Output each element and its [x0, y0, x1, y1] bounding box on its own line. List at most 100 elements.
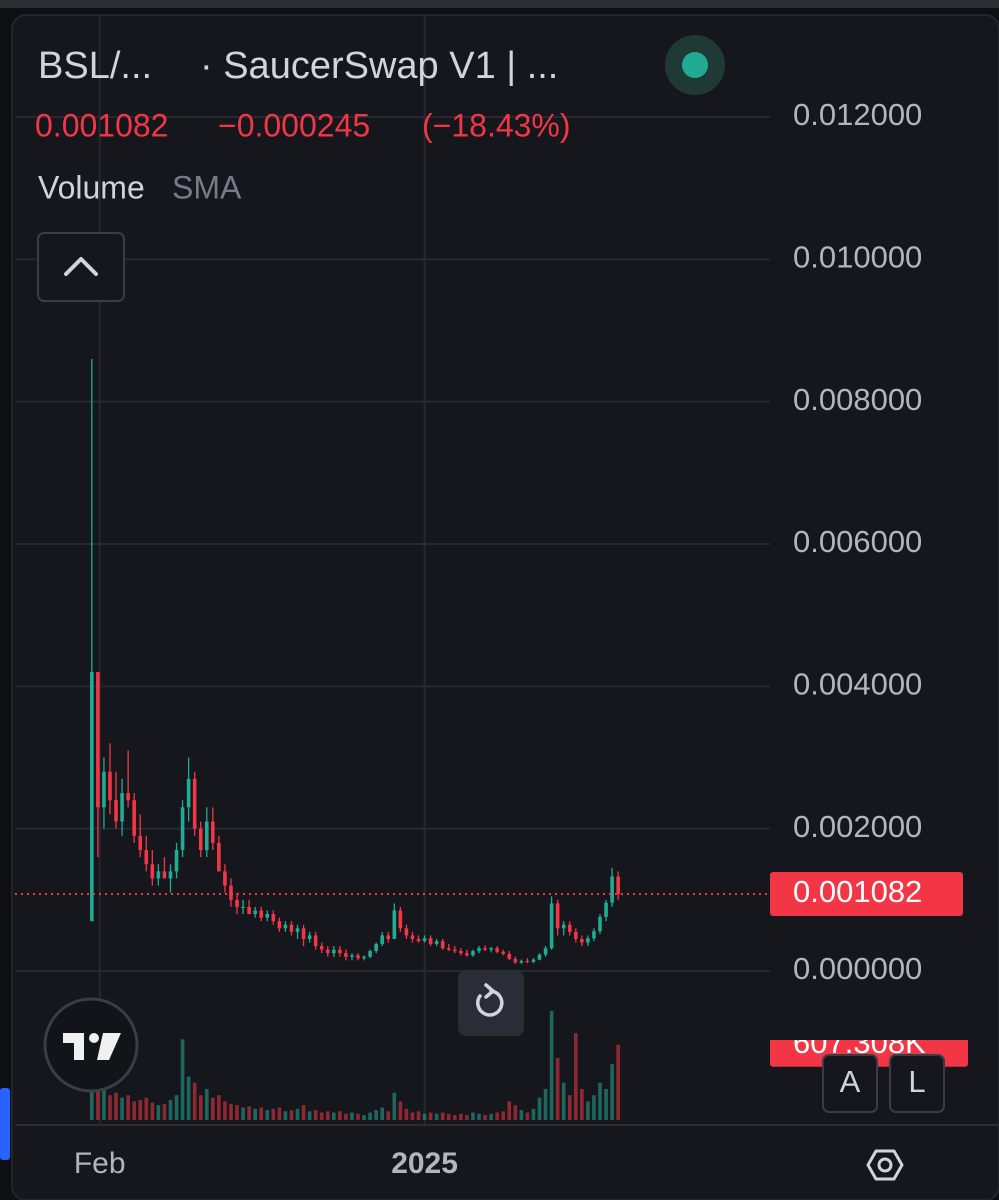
candle-body — [386, 935, 391, 939]
side-tab[interactable] — [0, 1088, 10, 1160]
volume-bar — [507, 1101, 512, 1120]
candle-body — [247, 906, 251, 915]
exchange: · SaucerSwap V1 | ... — [200, 45, 558, 87]
volume-bar — [453, 1115, 457, 1120]
chevron-icon — [64, 257, 98, 276]
candle-body — [265, 914, 270, 918]
candle-body — [102, 771, 106, 808]
indicator-param: SMA — [172, 169, 242, 205]
collapse-button[interactable] — [37, 232, 125, 302]
indicator-name[interactable]: Volume — [38, 169, 145, 205]
candle-body — [567, 924, 572, 932]
volume-bar — [549, 1010, 554, 1120]
x-tick-label: 2025 — [391, 1147, 458, 1180]
candle-body — [192, 778, 197, 829]
candle-body — [289, 924, 294, 932]
candle-body — [477, 948, 481, 952]
volume-bar — [604, 1089, 608, 1120]
volume-bar — [525, 1112, 530, 1120]
grid — [15, 15, 770, 1125]
volume-bar — [319, 1112, 324, 1120]
volume-bar — [519, 1110, 524, 1120]
volume-bar — [531, 1108, 536, 1120]
volume-bar — [217, 1095, 221, 1120]
candle-body — [459, 951, 463, 954]
volume-bar — [241, 1107, 245, 1120]
candle-body — [204, 821, 209, 851]
logo-part — [89, 1033, 99, 1043]
candle-body — [217, 842, 221, 872]
volume-bar — [537, 1097, 542, 1120]
volume-bar — [338, 1111, 342, 1120]
volume-bar — [368, 1112, 372, 1120]
candle-body — [132, 800, 136, 836]
candle-body — [313, 935, 318, 947]
last-price-tag-label: 0.001082 — [793, 874, 922, 909]
candle-body — [598, 916, 602, 932]
candle-body — [495, 948, 499, 952]
volume-bar — [483, 1115, 487, 1120]
volume-bar — [301, 1105, 306, 1120]
volume-bar — [386, 1111, 391, 1120]
reset-button[interactable] — [458, 970, 524, 1036]
candle-body — [574, 931, 578, 939]
volume-bar — [120, 1097, 124, 1120]
symbol[interactable]: BSL/... — [38, 45, 152, 87]
volume-bar — [283, 1111, 288, 1120]
volume-bar — [168, 1100, 173, 1120]
volume-bar — [192, 1082, 197, 1120]
volume-bar — [416, 1111, 421, 1120]
candle-body — [186, 778, 191, 808]
volume-bar — [144, 1097, 149, 1120]
volume-bar — [313, 1110, 318, 1120]
candle-body — [392, 910, 397, 939]
candle-body — [338, 949, 342, 954]
volume-bar — [356, 1113, 360, 1120]
candle-body — [549, 903, 554, 949]
candle-body — [138, 835, 143, 851]
volume-bar — [162, 1103, 167, 1120]
candle-body — [180, 807, 185, 851]
candle-body — [586, 938, 590, 943]
candle-body — [561, 924, 566, 929]
candle-body — [174, 850, 179, 872]
volume-bar — [229, 1103, 233, 1120]
y-tick-label: 0.012000 — [793, 97, 922, 132]
volume-bar — [555, 1058, 560, 1120]
settings-button[interactable] — [866, 1149, 904, 1181]
candle-body — [592, 931, 596, 939]
candle-body — [616, 876, 620, 894]
volume-bar — [501, 1111, 506, 1120]
candle-body — [507, 953, 512, 959]
volume-bar — [198, 1095, 203, 1120]
candle-body — [537, 954, 542, 960]
x-tick-label: Feb — [74, 1147, 126, 1180]
volume-bar — [204, 1089, 209, 1120]
scale-button[interactable] — [822, 1054, 878, 1113]
scale-button[interactable] — [889, 1054, 945, 1113]
logo-button[interactable] — [43, 997, 139, 1093]
volume-bar — [459, 1113, 463, 1120]
volume-bar — [398, 1101, 403, 1120]
volume-bar — [265, 1110, 270, 1120]
volume-bar — [440, 1112, 445, 1120]
candle-body — [211, 821, 215, 843]
volume-bar — [156, 1105, 161, 1120]
volume-bar — [235, 1105, 239, 1120]
volume-bar — [271, 1108, 276, 1120]
candle-body — [241, 906, 245, 908]
y-tick-label: 0.006000 — [793, 524, 922, 559]
candle-body — [604, 902, 608, 917]
candle-body — [283, 924, 288, 929]
candle-body — [525, 961, 530, 963]
y-tick-label: 0.004000 — [793, 667, 922, 702]
volume-bar — [380, 1107, 385, 1120]
candle-body — [398, 910, 403, 929]
volume-bar — [392, 1092, 397, 1120]
candle-body — [126, 793, 130, 801]
candle-body — [471, 951, 475, 956]
scale-button-label: L — [908, 1064, 925, 1099]
